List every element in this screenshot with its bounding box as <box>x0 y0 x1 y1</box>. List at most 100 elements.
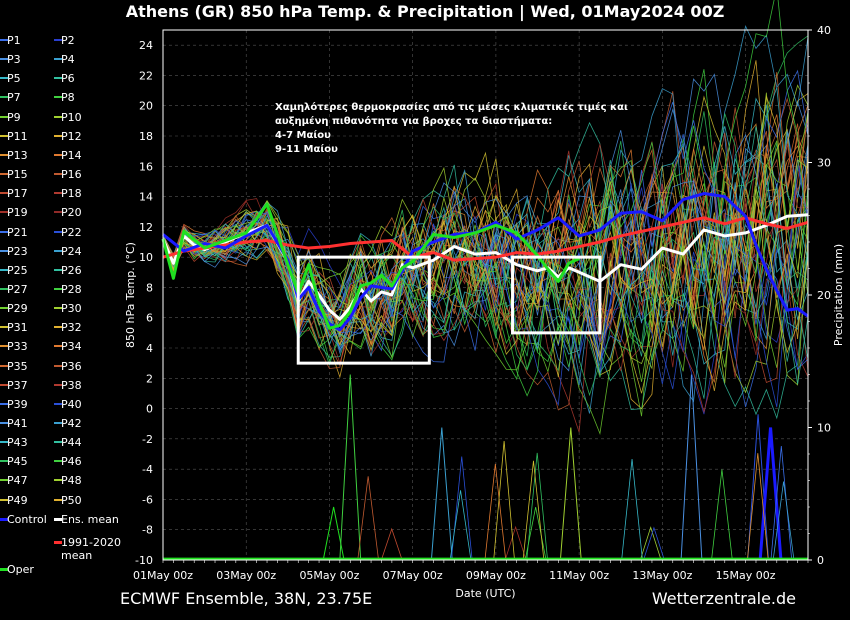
legend-label: 1991-2020 mean <box>61 535 121 562</box>
legend-swatch <box>54 345 62 348</box>
legend-label: P13 <box>7 148 28 162</box>
series-line-1991-2020-mean <box>162 216 809 262</box>
legend-swatch <box>54 77 62 80</box>
y-tick-label: 22 <box>139 69 153 82</box>
legend-swatch <box>0 192 8 195</box>
legend-label: Oper <box>7 562 34 576</box>
legend-label: P47 <box>7 474 28 488</box>
precip-member-spike <box>522 460 545 561</box>
y2-axis-title: Precipitation (mm) <box>832 244 845 346</box>
legend-swatch <box>54 39 62 41</box>
precip-member-spike <box>621 459 643 561</box>
legend-swatch <box>0 402 8 405</box>
legend-label: Ens. mean <box>61 512 119 526</box>
y-axis-title: 850 hPa Temp. (°C) <box>124 242 137 348</box>
legend-label: P38 <box>61 378 82 392</box>
legend-swatch <box>0 422 8 424</box>
legend-swatch <box>0 326 8 329</box>
annotation-line-4: 9-11 Μαίου <box>275 144 338 155</box>
legend-label: P17 <box>7 187 28 201</box>
y-tick-label: -8 <box>142 524 153 537</box>
precip-member-spike <box>526 452 548 561</box>
precip-member-spike <box>450 456 473 561</box>
y2-tick-label: 30 <box>817 157 831 170</box>
ensemble-member-line <box>162 111 809 378</box>
precip-member-spike <box>772 481 795 561</box>
ensemble-member-line <box>162 134 809 370</box>
ensemble-member-line <box>162 116 809 343</box>
legend-label: P50 <box>61 493 82 507</box>
ensemble-member-line <box>162 137 809 352</box>
legend-label: P16 <box>61 168 82 182</box>
y-tick-label: 20 <box>139 100 153 113</box>
annotation-boxes <box>296 255 602 365</box>
legend-label: P30 <box>61 302 82 316</box>
legend-swatch <box>0 345 8 348</box>
x-tick-label: 11May 00z <box>549 569 609 582</box>
legend-label: P1 <box>7 34 21 47</box>
legend-label: P48 <box>61 474 82 488</box>
legend-swatch <box>54 230 62 233</box>
legend-label: P26 <box>61 263 82 277</box>
legend-swatch <box>0 173 8 176</box>
legend-label: P42 <box>61 417 82 430</box>
ensemble-member-line <box>162 95 809 394</box>
legend-label: P29 <box>7 302 28 316</box>
annotation-text: Χαμηλότερες θερμοκρασίες από τις μέσες κ… <box>275 101 628 157</box>
legend-label: P15 <box>7 168 28 182</box>
legend-swatch <box>54 134 62 137</box>
legend-label: P7 <box>7 91 21 105</box>
x-tick-label: 13May 00z <box>632 569 692 582</box>
legend-label: P32 <box>61 321 82 335</box>
highlight-box-may-4-7 <box>296 255 431 365</box>
legend-label: P45 <box>7 455 28 469</box>
y-tick-label: -6 <box>142 493 153 506</box>
ensemble-member-lines <box>162 0 809 436</box>
legend-swatch <box>54 422 62 424</box>
precip-member-spike <box>524 506 547 561</box>
model-location-label: ECMWF Ensemble, 38N, 23.75E <box>120 589 373 608</box>
precip-member-spike <box>493 441 515 561</box>
legend-label: Control <box>7 512 47 526</box>
ensemble-member-line <box>162 126 809 385</box>
legend-swatch <box>54 173 62 176</box>
ensemble-member-line <box>162 35 809 397</box>
y2-tick-label: 10 <box>817 422 831 435</box>
highlighted-series <box>161 192 809 332</box>
legend-swatch <box>0 77 8 80</box>
y-tick-label: 4 <box>146 342 153 355</box>
y-tick-label: 24 <box>139 39 153 52</box>
precip-member-spike <box>504 525 527 561</box>
legend-label: P41 <box>7 417 28 430</box>
y-tick-label: 16 <box>139 160 153 173</box>
precip-member-spike <box>643 526 665 561</box>
legend-label: P10 <box>61 110 82 124</box>
legend-label: P9 <box>7 110 21 124</box>
legend-label: P3 <box>7 53 21 67</box>
legend-label: P14 <box>61 148 82 162</box>
precip-spike <box>559 427 582 561</box>
legend-swatch <box>54 517 62 521</box>
legend-label: P39 <box>7 397 28 411</box>
annotation-line-3: 4-7 Μαίου <box>275 130 331 141</box>
legend-swatch <box>54 460 62 463</box>
y-tick-label: 2 <box>146 372 153 385</box>
legend-label: P2 <box>61 34 75 47</box>
precip-member-spike <box>746 453 769 561</box>
ensemble-member-line <box>162 87 809 346</box>
annotation-line-2: αυξημένη πιθανότητα για βροχες τα διαστή… <box>275 116 553 127</box>
legend: P1 P2 P3 P4 P5 P6 P7 P8 P9 P10 P11 P12 P13 P14 P15 P16 P… <box>0 34 130 576</box>
legend-label: P49 <box>7 493 28 507</box>
y-tick-label: 8 <box>146 281 153 294</box>
precip-member-spike <box>639 526 662 561</box>
legend-swatch <box>0 479 8 482</box>
precip-spike <box>680 374 703 561</box>
legend-swatch <box>54 96 62 99</box>
ensemble-member-line <box>162 25 809 349</box>
site-credit: Wetterzentrale.de <box>651 589 796 608</box>
legend-label: P21 <box>7 225 28 239</box>
legend-swatch <box>54 192 62 195</box>
legend-label: P4 <box>61 53 75 67</box>
annotation-line-1: Χαμηλότερες θερμοκρασίες από τις μέσες κ… <box>275 102 628 113</box>
